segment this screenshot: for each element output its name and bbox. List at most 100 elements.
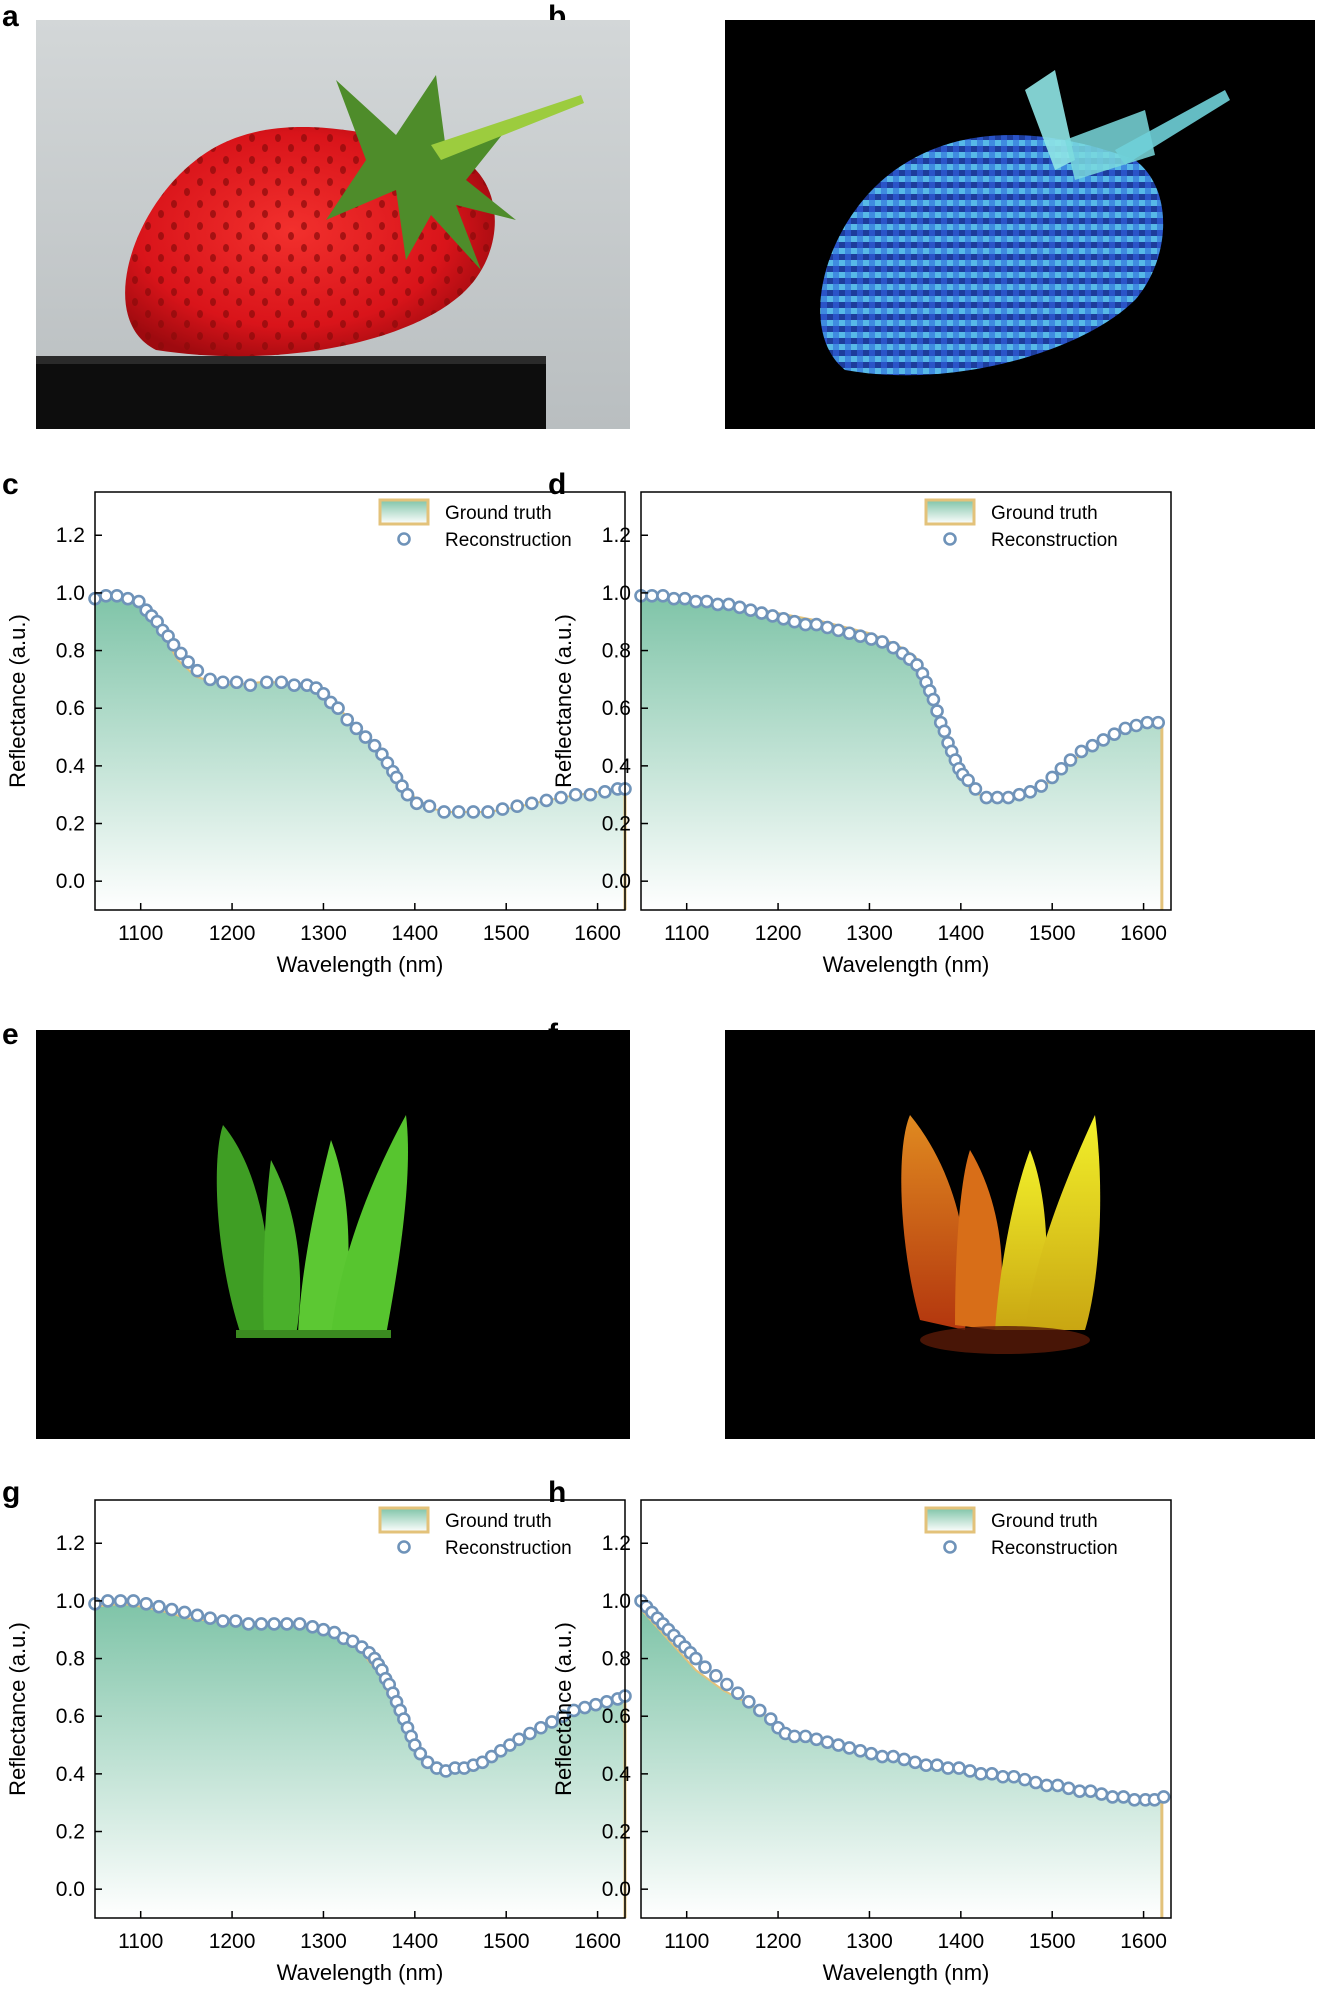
x-tick-label: 1100: [118, 922, 163, 945]
y-tick-label: 0.8: [602, 640, 631, 663]
reconstruction-point: [216, 675, 230, 690]
reconstruction-point: [886, 1749, 901, 1764]
reconstruction-point: [1083, 1784, 1098, 1798]
reconstruction-point: [413, 1746, 428, 1761]
y-tick-label: 0.4: [56, 1763, 86, 1786]
reconstruction-point: [229, 675, 244, 690]
legend-swatch-ground-truth: [924, 498, 976, 526]
reconstruction-point: [720, 1677, 734, 1692]
y-tick-label: 1.0: [56, 1590, 85, 1613]
reconstruction-point: [503, 1738, 517, 1752]
y-tick-label: 0.0: [56, 1878, 85, 1901]
x-tick-label: 1100: [118, 1930, 163, 1953]
reconstruction-point: [113, 1594, 128, 1608]
reconstruction-point: [742, 1694, 756, 1709]
x-tick-label: 1500: [1029, 1930, 1076, 1953]
y-tick-label: 1.0: [602, 582, 631, 605]
x-tick-label: 1200: [209, 922, 256, 945]
reconstruction-point: [340, 712, 355, 727]
x-tick-label: 1500: [1029, 922, 1076, 945]
reconstruction-point: [400, 787, 415, 802]
y-tick-label: 0.8: [602, 1648, 631, 1671]
reconstruction-point: [1105, 1790, 1120, 1804]
reconstruction-point: [930, 704, 944, 718]
y-tick-label: 0.4: [602, 755, 632, 778]
y-axis-label: Reflectance (a.u.): [551, 1622, 576, 1796]
reconstruction-point: [437, 805, 451, 819]
reconstruction-point: [1045, 770, 1060, 785]
reconstruction-point: [274, 675, 289, 690]
y-tick-label: 1.2: [56, 524, 85, 547]
reconstruction-point: [886, 640, 901, 655]
x-tick-label: 1600: [574, 922, 621, 945]
reconstruction-point: [1050, 1778, 1065, 1793]
x-tick-label: 1200: [755, 922, 802, 945]
legend-label-ground-truth: Ground truth: [991, 503, 1098, 524]
x-tick-label: 1300: [846, 922, 893, 945]
reconstruction-point: [568, 787, 583, 802]
reconstruction-point: [968, 782, 983, 796]
x-tick-label: 1600: [1120, 1930, 1167, 1953]
reconstruction-point: [545, 1715, 559, 1729]
reconstruction-point: [451, 805, 466, 819]
x-tick-label: 1600: [574, 1930, 621, 1953]
reconstruction-point: [556, 1709, 570, 1724]
reconstruction-point: [259, 675, 274, 690]
y-tick-label: 0.8: [56, 640, 85, 663]
y-tick-label: 0.0: [602, 870, 631, 893]
reconstruction-point: [1074, 744, 1089, 759]
x-tick-label: 1300: [300, 1930, 347, 1953]
reconstruction-point: [1151, 715, 1166, 730]
y-tick-label: 1.2: [56, 1532, 85, 1555]
reconstruction-point: [831, 1738, 846, 1752]
reconstruction-point: [908, 1755, 922, 1770]
reconstruction-point: [897, 1752, 911, 1767]
reconstruction-point: [930, 1758, 944, 1773]
x-tick-label: 1400: [937, 922, 984, 945]
y-axis-label: Reflectance (a.u.): [5, 614, 30, 788]
legend-marker-reconstruction: [397, 1540, 411, 1554]
reconstruction-point: [203, 672, 217, 687]
reconstruction-point: [554, 790, 568, 805]
reconstruction-point: [367, 738, 382, 753]
panel-label-g: g: [2, 1476, 21, 1509]
x-tick-label: 1200: [209, 1930, 256, 1953]
reconstruction-point: [152, 1599, 166, 1614]
reconstruction-point: [941, 1761, 955, 1775]
panel-label-e: e: [2, 1018, 19, 1051]
y-axis-label: Reflectance (a.u.): [5, 1622, 30, 1796]
reconstruction-point: [524, 796, 539, 811]
legend-swatch-ground-truth: [378, 1506, 430, 1534]
y-tick-label: 0.2: [602, 1821, 631, 1844]
reconstruction-point: [100, 1594, 115, 1608]
plot-frame: [640, 1499, 1172, 1919]
y-tick-label: 0.6: [56, 1705, 85, 1728]
reconstruction-point: [798, 1729, 813, 1744]
reconstruction-point: [539, 793, 554, 808]
legend-marker-reconstruction: [397, 532, 411, 546]
x-tick-label: 1600: [1120, 922, 1167, 945]
reconstruction-point: [216, 1614, 230, 1628]
y-tick-label: 0.2: [56, 813, 85, 836]
reconstruction-point: [1028, 1775, 1043, 1790]
reconstruction-point: [875, 1749, 890, 1764]
reconstruction-point: [228, 1614, 243, 1628]
reconstruction-point: [181, 655, 196, 669]
reconstruction-point: [190, 1608, 205, 1623]
x-tick-label: 1100: [664, 1930, 709, 1953]
reconstruction-point: [1063, 753, 1078, 767]
legend-swatch-ground-truth: [378, 498, 430, 526]
reconstruction-point: [583, 787, 598, 802]
reconstruction-point: [280, 1617, 294, 1631]
y-tick-label: 0.0: [56, 870, 85, 893]
y-tick-label: 1.0: [56, 582, 85, 605]
x-axis-label: Wavelength (nm): [823, 952, 990, 977]
reconstruction-point: [864, 1746, 879, 1761]
reconstruction-point: [345, 1634, 360, 1649]
reconstruction-point: [316, 686, 331, 701]
x-axis-label: Wavelength (nm): [277, 952, 444, 977]
reconstruction-point: [1023, 785, 1038, 799]
